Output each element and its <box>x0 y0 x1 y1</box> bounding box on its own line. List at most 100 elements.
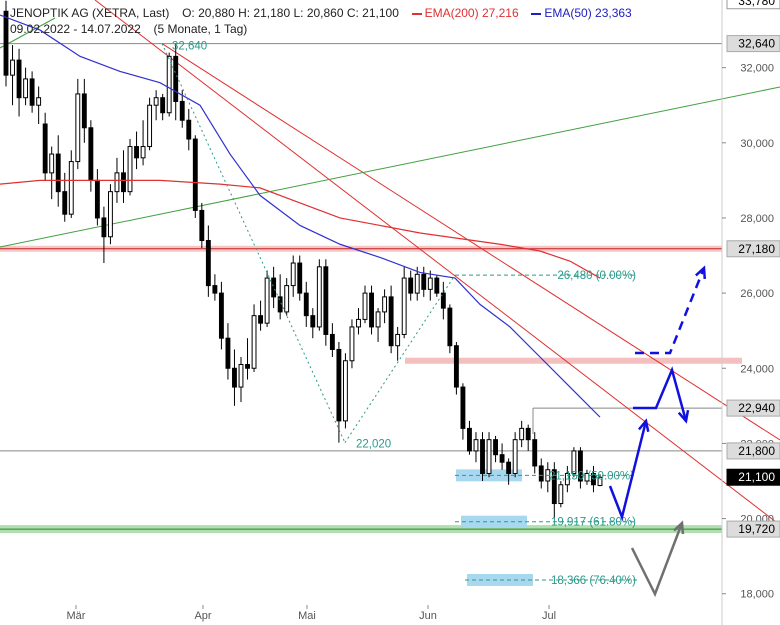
candle-down <box>440 292 446 309</box>
candle-down <box>532 439 538 467</box>
candle-down <box>297 262 303 294</box>
y-tick-label: 26,000 <box>740 288 774 300</box>
candle-up <box>362 292 368 320</box>
x-tick-label: Jun <box>419 610 437 622</box>
candle-down <box>323 266 329 335</box>
price-tag-label: 21,800 <box>738 444 775 458</box>
candle-down <box>94 179 100 219</box>
y-tick-label: 32,000 <box>740 63 774 75</box>
candle-up <box>584 472 590 482</box>
candle-down <box>199 209 205 241</box>
candle-up <box>564 472 570 486</box>
ema-lines <box>0 14 601 418</box>
y-tick-label: 24,000 <box>740 363 774 375</box>
candle-down <box>329 333 335 350</box>
x-tick-label: Jul <box>542 610 556 622</box>
forecast-arrowhead <box>673 520 685 535</box>
price-tag-label: 32,640 <box>738 37 775 51</box>
candle-down <box>62 191 68 215</box>
fib-annotation: 22,020 <box>356 439 391 451</box>
candle-up <box>147 104 153 148</box>
candle-down <box>232 367 237 388</box>
candle-down <box>303 292 309 317</box>
chart-header: JENOPTIK AG (XETRA, Last) O: 20,880 H: 2… <box>0 0 760 40</box>
candle-down <box>408 277 414 294</box>
candle-down <box>101 217 107 238</box>
ema200-swatch <box>411 12 422 15</box>
candle-down <box>179 100 185 121</box>
price-tag-box <box>726 468 780 486</box>
candle-up <box>519 427 525 441</box>
candle-down <box>277 296 283 313</box>
candle-up <box>356 318 361 328</box>
candle-down <box>480 439 485 474</box>
header-row-1: JENOPTIK AG (XETRA, Last) O: 20,880 H: 2… <box>10 6 632 20</box>
forecast-path-alt <box>633 366 688 422</box>
fib-annotation: 32,640 <box>172 41 207 53</box>
date-range: 09.02.2022 - 14.07.2022 <box>10 22 141 36</box>
price-tag-label: 27,180 <box>738 242 775 256</box>
ema50-legend: EMA(50) 23,363 <box>531 6 632 20</box>
candle-up <box>597 476 603 487</box>
candle-down <box>538 465 544 482</box>
candle-down <box>88 127 94 181</box>
candle-down <box>525 427 531 441</box>
candle-up <box>284 285 290 313</box>
candle-up <box>473 439 479 452</box>
candle-up <box>382 296 388 313</box>
candle-up <box>264 277 270 324</box>
downtrend-line-lower <box>94 0 780 526</box>
candle-down <box>421 273 427 290</box>
candle-up <box>108 191 113 238</box>
price-tag-box <box>726 399 780 417</box>
price-tag-box <box>726 35 780 53</box>
trend-lines <box>0 0 780 526</box>
candle-up <box>23 78 29 99</box>
candle-down <box>173 55 179 102</box>
fib-swing-line <box>161 43 346 443</box>
candle-up <box>512 439 518 474</box>
fibonacci-levels: 32,640 22,020 26,480 (0.00%) 21,150 (50.00%… <box>161 41 637 587</box>
candle-down <box>212 285 218 294</box>
candle-up <box>49 153 55 174</box>
candle-up <box>349 326 355 362</box>
candlestick-series <box>3 0 603 519</box>
uptrend-line-early <box>0 17 56 49</box>
price-tags: 33,780 32,640 27,180 22,940 21,800 21,100 19,7… <box>726 0 780 538</box>
candle-down <box>493 439 498 456</box>
candle-down <box>310 315 316 328</box>
chart-title: JENOPTIK AG (XETRA, Last) <box>10 6 170 20</box>
candle-down <box>453 345 459 388</box>
fib-annotation: 19,917 (61.80%) <box>551 517 636 529</box>
candle-down <box>467 427 472 452</box>
x-tick-label: Mär <box>67 610 86 622</box>
fib-annotation: 26,480 (0.00%) <box>557 270 636 282</box>
candle-up <box>316 266 322 328</box>
x-tick-label: Mai <box>298 610 316 622</box>
highlight-zones <box>0 245 742 586</box>
candle-up <box>10 59 15 76</box>
y-axis: 32,00030,00028,00026,00024,00022,00020,0… <box>721 0 774 625</box>
candle-up <box>375 311 381 328</box>
price-tag-box <box>726 520 780 538</box>
candle-down <box>447 307 453 347</box>
candle-down <box>499 454 505 463</box>
ema200-legend: EMA(200) 27,216 <box>411 6 522 20</box>
candle-down <box>192 138 198 211</box>
candle-down <box>81 93 87 129</box>
candle-down <box>591 472 596 486</box>
price-tag-box <box>726 442 780 460</box>
x-tick-label: Apr <box>194 610 211 622</box>
candle-down <box>551 469 557 505</box>
ema50-label: EMA(50) <box>544 6 592 20</box>
candle-up <box>251 315 257 369</box>
candle-down <box>388 296 394 347</box>
price-tag-box <box>726 240 780 258</box>
fib-swing-line <box>344 274 456 443</box>
price-tag-label: 22,940 <box>738 401 775 415</box>
candle-down <box>121 172 126 193</box>
forecast-path-bearish <box>630 522 684 598</box>
candle-down <box>55 153 61 193</box>
x-axis: Mär Apr Mai Jun Jul <box>67 605 556 622</box>
